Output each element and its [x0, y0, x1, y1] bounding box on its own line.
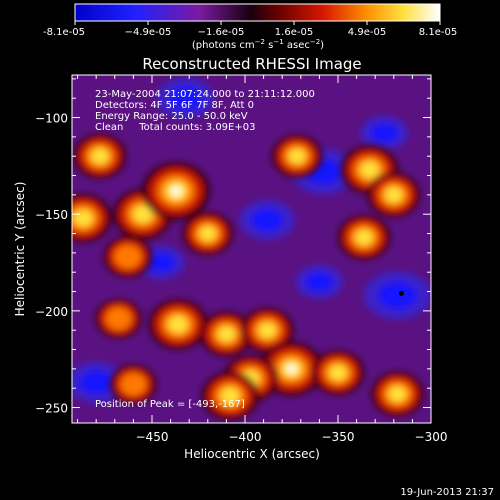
cold-core: [169, 86, 202, 110]
hot-region-mid: [105, 307, 132, 330]
annotation-block: 23-May-2004 21:07:24.000 to 21:11:12.000…: [95, 89, 315, 133]
hot-region-core: [355, 229, 373, 246]
colorbar-tick-label: 1.6e-05: [275, 27, 313, 38]
cold-core: [79, 371, 113, 394]
colorbar-tick-label: −1.6e-05: [198, 27, 245, 38]
hot-region-core: [220, 387, 240, 405]
hot-region-core: [288, 148, 306, 164]
footer-date: 19-Jun-2013 21:37: [400, 487, 494, 498]
annotation-counts: Clean Total counts: 3.09E+03: [95, 122, 255, 133]
hot-region-core: [73, 209, 93, 227]
hot-region-core: [384, 187, 403, 203]
chart-title: Reconstructed RHESSI Image: [142, 55, 361, 73]
hot-region-mid: [120, 373, 147, 396]
cold-core: [305, 272, 333, 292]
hot-region-core: [199, 226, 217, 242]
hot-region-core: [258, 322, 277, 339]
y-tick-label: −150: [35, 208, 68, 222]
x-axis-label: Heliocentric X (arcsec): [184, 447, 320, 461]
annotation-energy: Energy Range: 25.0 - 50.0 keV: [95, 111, 248, 122]
annotation-detectors: Detectors: 4F 5F 6F 7F 8F, Att 0: [95, 100, 254, 111]
y-tick-label: −200: [35, 305, 68, 319]
colorbar: [74, 3, 441, 22]
hot-region-peak: [171, 186, 182, 196]
hot-region-core: [329, 364, 347, 381]
hot-region-core: [217, 326, 236, 342]
cold-core: [370, 123, 399, 143]
x-tick-label: −350: [322, 430, 355, 444]
y-tick-label: −250: [35, 402, 68, 416]
min-marker: [399, 290, 405, 296]
hot-region-core: [168, 315, 188, 334]
hot-region-core: [388, 386, 407, 402]
peak-position-label: Position of Peak = [-493,-167]: [95, 399, 245, 410]
plot-frame: [71, 74, 432, 424]
hot-region-core: [91, 148, 109, 165]
hot-region-core: [360, 161, 380, 179]
colorbar-tick-label: 8.1e-05: [419, 27, 457, 38]
hot-region-mid: [114, 245, 142, 269]
x-tick-label: −300: [415, 430, 448, 444]
cold-core: [251, 209, 284, 231]
colorbar-tick-labels: -8.1e-05 −4.9e-05 −1.6e-05 1.6e-05 4.9e-…: [43, 27, 457, 38]
annotation-time: 23-May-2004 21:07:24.000 to 21:11:12.000: [95, 89, 315, 100]
x-tick-label: −400: [229, 430, 262, 444]
heatmap-image: [72, 75, 431, 423]
cold-core: [378, 282, 417, 309]
y-tick-label: −100: [35, 112, 68, 126]
colorbar-tick-label: -8.1e-05: [43, 27, 85, 38]
hot-region-core: [132, 205, 153, 223]
colorbar-tickmarks: [74, 21, 441, 25]
hot-region-peak: [286, 364, 297, 374]
colorbar-units: (photons cm−2 s−1 asec−2): [192, 38, 324, 51]
cold-core: [147, 253, 175, 272]
colorbar-tick-label: −4.9e-05: [125, 27, 172, 38]
x-tick-label: −450: [136, 430, 169, 444]
colorbar-tick-label: 4.9e-05: [348, 27, 386, 38]
y-axis-label: Heliocentric Y (arcsec): [13, 182, 27, 317]
